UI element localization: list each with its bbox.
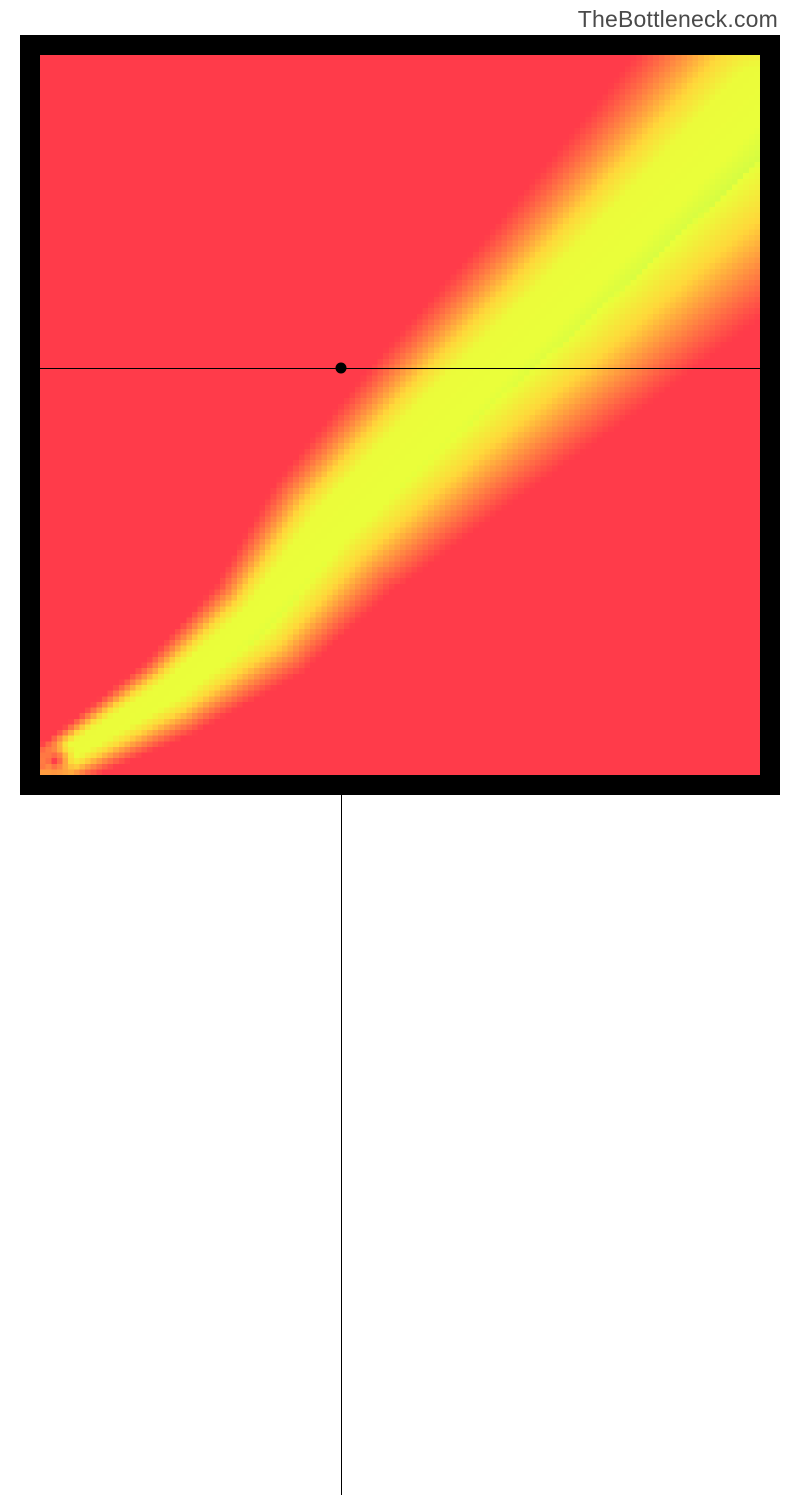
watermark-text: TheBottleneck.com [578, 6, 778, 33]
heatmap-canvas [40, 55, 760, 775]
root: TheBottleneck.com [0, 0, 800, 800]
plot-frame [20, 35, 780, 795]
crosshair-vertical [341, 775, 342, 1495]
plot-area [40, 55, 760, 775]
